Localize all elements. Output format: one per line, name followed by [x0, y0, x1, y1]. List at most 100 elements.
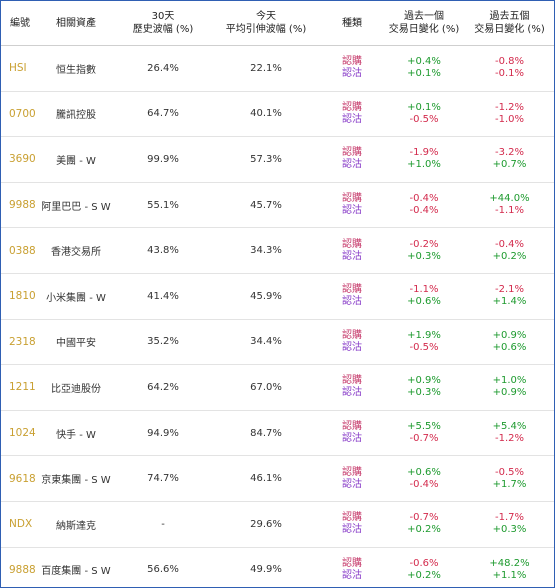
warrant-type-cell: 認購 認沽	[321, 45, 383, 92]
bear-type-link[interactable]: 認沽	[342, 205, 362, 217]
bull-type-link[interactable]: 認購	[342, 512, 362, 524]
asset-name[interactable]: 恒生指數	[37, 45, 115, 92]
asset-code[interactable]: 2318	[1, 319, 37, 366]
chg-5d-bear: +1.7%	[492, 478, 527, 490]
chg-5d-cell: +48.2% +1.1%	[465, 547, 554, 587]
chg-1d-bear: +0.6%	[407, 296, 441, 308]
asset-code[interactable]: 3690	[1, 136, 37, 183]
chg-5d-cell: -0.5% +1.7%	[465, 455, 554, 502]
bear-type-link[interactable]: 認沽	[342, 113, 362, 125]
chg-5d-cell: +44.0% -1.1%	[465, 182, 554, 229]
bear-type-link[interactable]: 認沽	[342, 433, 362, 445]
bear-type-link[interactable]: 認沽	[342, 68, 362, 80]
chg-1d-bear: -0.5%	[409, 113, 439, 125]
asset-name[interactable]: 比亞迪股份	[37, 364, 115, 411]
bull-type-link[interactable]: 認購	[342, 284, 362, 296]
chg-5d-bull: +1.0%	[492, 375, 527, 387]
table-row: 1211 比亞迪股份 64.2% 67.0% 認購 認沽 +0.9% +0.3% +1.0% +0…	[1, 364, 554, 411]
implied-vol-value: 49.9%	[250, 564, 282, 576]
asset-code[interactable]: 9618	[1, 455, 37, 502]
implied-vol-value: 67.0%	[211, 364, 321, 411]
asset-code[interactable]: 9888	[9, 563, 36, 576]
bear-type-link[interactable]: 認沽	[342, 478, 362, 490]
table-row: 2318 中國平安 35.2% 34.4% 認購 認沽 +1.9% -0.5% +0.9% +0.…	[1, 319, 554, 366]
asset-name[interactable]: 騰訊控股	[37, 91, 115, 138]
asset-code[interactable]: 0388	[1, 227, 37, 274]
bull-type-link[interactable]: 認購	[342, 238, 362, 250]
chg-5d-cell: -1.2% -1.0%	[465, 91, 554, 138]
bear-type-link[interactable]: 認沽	[342, 250, 362, 262]
chg-1d-bear: -0.4%	[409, 205, 439, 217]
asset-code[interactable]: 1024	[1, 410, 37, 457]
chg-5d-cell: +0.9% +0.6%	[465, 319, 554, 366]
bear-type-link[interactable]: 認沽	[342, 569, 362, 581]
bull-type-link[interactable]: 認購	[342, 101, 362, 113]
asset-name[interactable]: 美團 - W	[37, 136, 115, 183]
asset-name[interactable]: 京東集團 - S W	[37, 455, 115, 502]
bull-type-link[interactable]: 認購	[342, 193, 362, 205]
warrant-type-cell: 認購 認沽	[321, 227, 383, 274]
col-header-implied-vol: 今天 平均引伸波幅 (%)	[211, 1, 321, 46]
chg-5d-cell: -0.8% -0.1%	[465, 45, 554, 92]
table-row: 3690 美團 - W 99.9% 57.3% 認購 認沽 -1.9% +1.0% -3.2% +…	[1, 136, 554, 183]
hist-vol-value: 56.6%	[147, 564, 179, 576]
col-header-hist-vol-line1: 30天	[151, 11, 175, 22]
asset-name[interactable]: 快手 - W	[37, 410, 115, 457]
chg-1d-bull: +0.4%	[407, 56, 441, 68]
bull-type-link[interactable]: 認購	[342, 421, 362, 433]
asset-name[interactable]: 阿里巴巴 - S W	[37, 182, 115, 229]
col-header-implied-vol-line1: 今天	[256, 11, 276, 22]
asset-code[interactable]: 9988	[1, 182, 37, 229]
asset-name[interactable]: 中國平安	[37, 319, 115, 366]
bear-type-link[interactable]: 認沽	[342, 296, 362, 308]
asset-code[interactable]: 1810	[1, 273, 37, 320]
implied-vol-value: 40.1%	[211, 91, 321, 138]
chg-5d-bull: +0.9%	[492, 329, 527, 341]
chg-5d-bear: +0.2%	[492, 250, 527, 262]
bull-type-link[interactable]: 認購	[342, 466, 362, 478]
asset-name[interactable]: 香港交易所	[37, 227, 115, 274]
bear-type-link[interactable]: 認沽	[342, 159, 362, 171]
warrant-type-cell: 認購 認沽	[321, 273, 383, 320]
hist-vol-value: 99.9%	[115, 136, 211, 183]
chg-5d-bear: +0.6%	[492, 341, 527, 353]
asset-name[interactable]: 納斯達克	[37, 501, 115, 548]
chg-5d-bull: -2.1%	[494, 284, 524, 296]
hist-vol-value: 55.1%	[115, 182, 211, 229]
asset-code[interactable]: 1211	[1, 364, 37, 411]
col-header-code: 編號	[1, 1, 37, 46]
asset-name[interactable]: 小米集團 - W	[37, 273, 115, 320]
chg-5d-bull: -3.2%	[494, 147, 524, 159]
asset-code[interactable]: HSI	[1, 45, 37, 92]
chg-1d-cell: -0.7% +0.2%	[383, 501, 465, 548]
bull-type-link[interactable]: 認購	[342, 375, 362, 387]
bull-type-link[interactable]: 認購	[342, 56, 362, 68]
asset-code[interactable]: 0700	[1, 91, 37, 138]
bull-type-link[interactable]: 認購	[342, 147, 362, 159]
col-header-chg-5d-line2: 交易日變化 (%)	[474, 24, 545, 35]
bull-type-link[interactable]: 認購	[342, 557, 362, 569]
implied-vol-value: 45.7%	[211, 182, 321, 229]
implied-vol-value: 29.6%	[211, 501, 321, 548]
warrant-type-cell: 認購 認沽	[321, 501, 383, 548]
chg-5d-bear: -1.0%	[494, 113, 524, 125]
hist-vol-value: 35.2%	[115, 319, 211, 366]
bear-type-link[interactable]: 認沽	[342, 387, 362, 399]
chg-1d-cell: -0.2% +0.3%	[383, 227, 465, 274]
table-row: 0700 騰訊控股 64.7% 40.1% 認購 認沽 +0.1% -0.5% -1.2% -1.…	[1, 91, 554, 138]
chg-1d-cell: -1.1% +0.6%	[383, 273, 465, 320]
chg-5d-bear: +0.9%	[492, 387, 527, 399]
implied-vol-value: 57.3%	[211, 136, 321, 183]
chg-1d-bear: +0.3%	[407, 250, 441, 262]
bear-type-link[interactable]: 認沽	[342, 341, 362, 353]
header-row: 編號 相關資產 30天 歷史波幅 (%) 今天 平均引伸波幅 (%) 種類 過去…	[1, 1, 554, 46]
chg-5d-bull: -0.4%	[494, 238, 524, 250]
bull-type-link[interactable]: 認購	[342, 329, 362, 341]
chg-5d-bull: +5.4%	[492, 421, 527, 433]
asset-name[interactable]: 百度集團 - S W	[41, 566, 111, 578]
bear-type-link[interactable]: 認沽	[342, 524, 362, 536]
asset-code[interactable]: NDX	[1, 501, 37, 548]
chg-5d-cell: -2.1% +1.4%	[465, 273, 554, 320]
table-row: 9988 阿里巴巴 - S W 55.1% 45.7% 認購 認沽 -0.4% -0.4% +4…	[1, 182, 554, 229]
